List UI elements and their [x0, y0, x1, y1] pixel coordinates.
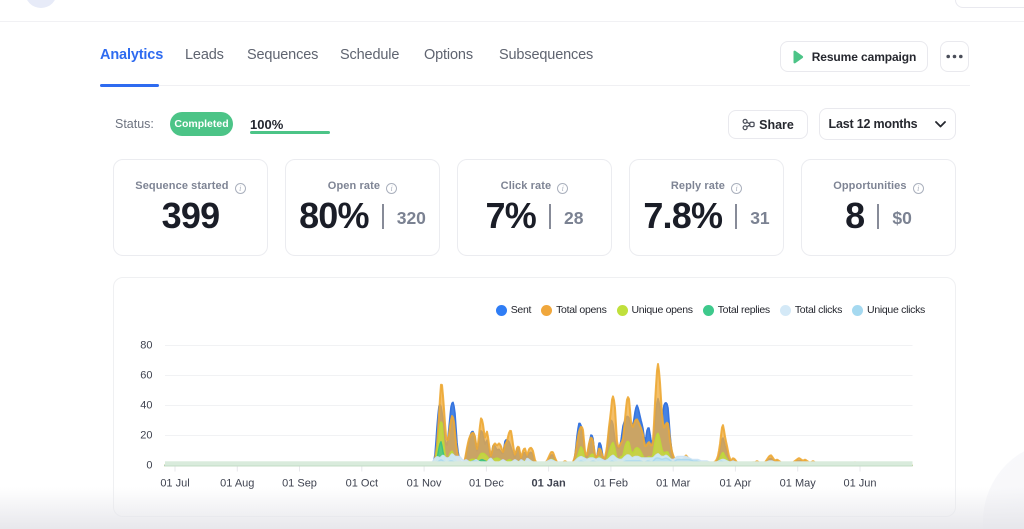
svg-text:01 Jun: 01 Jun: [843, 478, 876, 490]
svg-text:01 Nov: 01 Nov: [407, 478, 442, 490]
svg-text:20: 20: [140, 430, 152, 442]
svg-text:01 Dec: 01 Dec: [469, 478, 504, 490]
svg-text:01 Apr: 01 Apr: [719, 478, 751, 490]
svg-text:01 Aug: 01 Aug: [220, 478, 254, 490]
svg-text:01 Feb: 01 Feb: [594, 478, 628, 490]
svg-text:01 May: 01 May: [780, 478, 817, 490]
svg-text:80: 80: [140, 340, 152, 352]
svg-text:01 Mar: 01 Mar: [656, 478, 691, 490]
svg-text:0: 0: [146, 460, 152, 472]
svg-text:01 Sep: 01 Sep: [282, 478, 317, 490]
svg-text:01 Jul: 01 Jul: [160, 478, 189, 490]
svg-text:60: 60: [140, 370, 152, 382]
svg-text:40: 40: [140, 400, 152, 412]
svg-text:01 Oct: 01 Oct: [346, 478, 378, 490]
svg-text:01 Jan: 01 Jan: [531, 478, 566, 490]
